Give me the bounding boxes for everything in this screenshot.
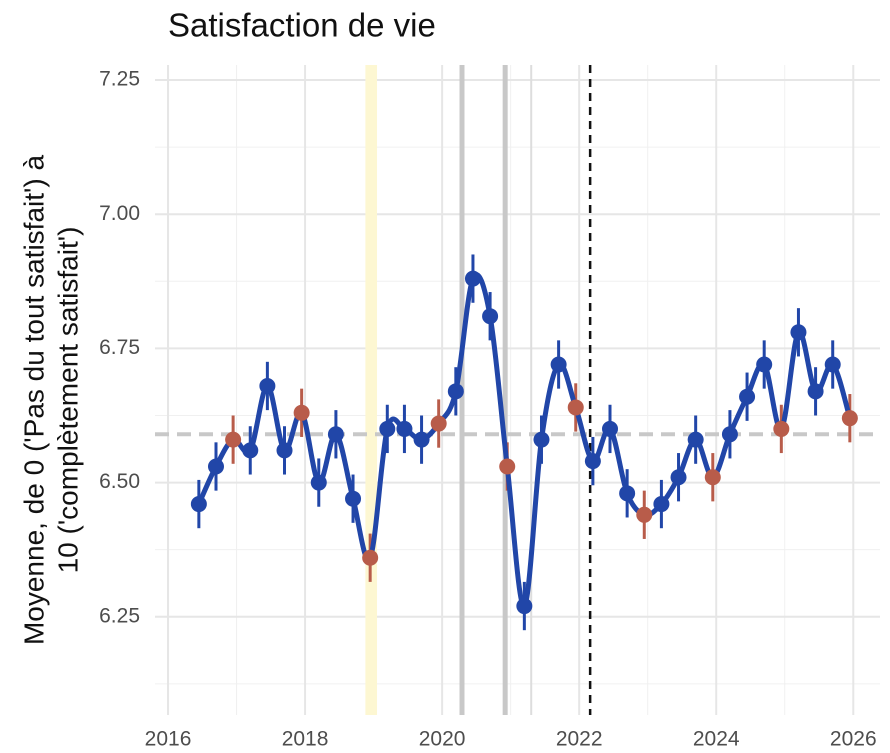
data-point xyxy=(636,506,653,523)
data-point xyxy=(602,420,619,437)
data-point xyxy=(704,469,721,486)
data-point xyxy=(207,458,224,475)
data-point xyxy=(670,469,687,486)
x-tick-label: 2016 xyxy=(145,728,192,751)
data-point xyxy=(619,485,636,502)
data-point xyxy=(687,431,704,448)
data-point xyxy=(550,356,567,373)
data-point xyxy=(276,442,293,459)
y-tick-label: 7.00 xyxy=(99,202,140,225)
data-point xyxy=(379,420,396,437)
data-point xyxy=(739,388,756,405)
data-point xyxy=(293,404,310,421)
chart-title: Satisfaction de vie xyxy=(168,7,436,44)
y-tick-label: 7.25 xyxy=(99,68,140,91)
data-point xyxy=(584,453,601,470)
data-point xyxy=(567,399,584,416)
highlight-band xyxy=(365,65,378,715)
x-tick-label: 2022 xyxy=(556,728,603,751)
data-point xyxy=(362,549,379,566)
y-tick-label: 6.75 xyxy=(99,336,140,359)
y-tick-label: 6.50 xyxy=(99,470,140,493)
x-tick-label: 2026 xyxy=(830,728,877,751)
data-point xyxy=(447,383,464,400)
data-point xyxy=(242,442,259,459)
x-tick-label: 2018 xyxy=(282,728,329,751)
series-line xyxy=(196,272,853,609)
data-point xyxy=(327,426,344,443)
x-tick-label: 2024 xyxy=(693,728,740,751)
data-point xyxy=(310,474,327,491)
data-point xyxy=(225,431,242,448)
data-point xyxy=(482,308,499,325)
data-point xyxy=(533,431,550,448)
y-axis-label-line: 10 ('complètement satisfait') xyxy=(52,227,83,574)
data-point xyxy=(396,420,413,437)
data-point xyxy=(190,496,207,513)
data-point xyxy=(841,410,858,427)
data-point xyxy=(824,356,841,373)
data-point xyxy=(807,383,824,400)
data-point xyxy=(259,377,276,394)
data-point xyxy=(773,420,790,437)
data-point xyxy=(516,598,533,615)
y-tick-label: 6.25 xyxy=(99,604,140,627)
y-axis-label-line: Moyenne, de 0 ('Pas du tout satisfait') … xyxy=(18,155,49,645)
data-point xyxy=(653,496,670,513)
data-point xyxy=(464,270,481,287)
data-point xyxy=(345,490,362,507)
x-tick-label: 2020 xyxy=(419,728,466,751)
data-point xyxy=(756,356,773,373)
data-point xyxy=(430,415,447,432)
y-axis-label: Moyenne, de 0 ('Pas du tout satisfait') … xyxy=(18,155,83,645)
data-point xyxy=(413,431,430,448)
data-point xyxy=(499,458,516,475)
data-point xyxy=(721,426,738,443)
data-point xyxy=(790,324,807,341)
